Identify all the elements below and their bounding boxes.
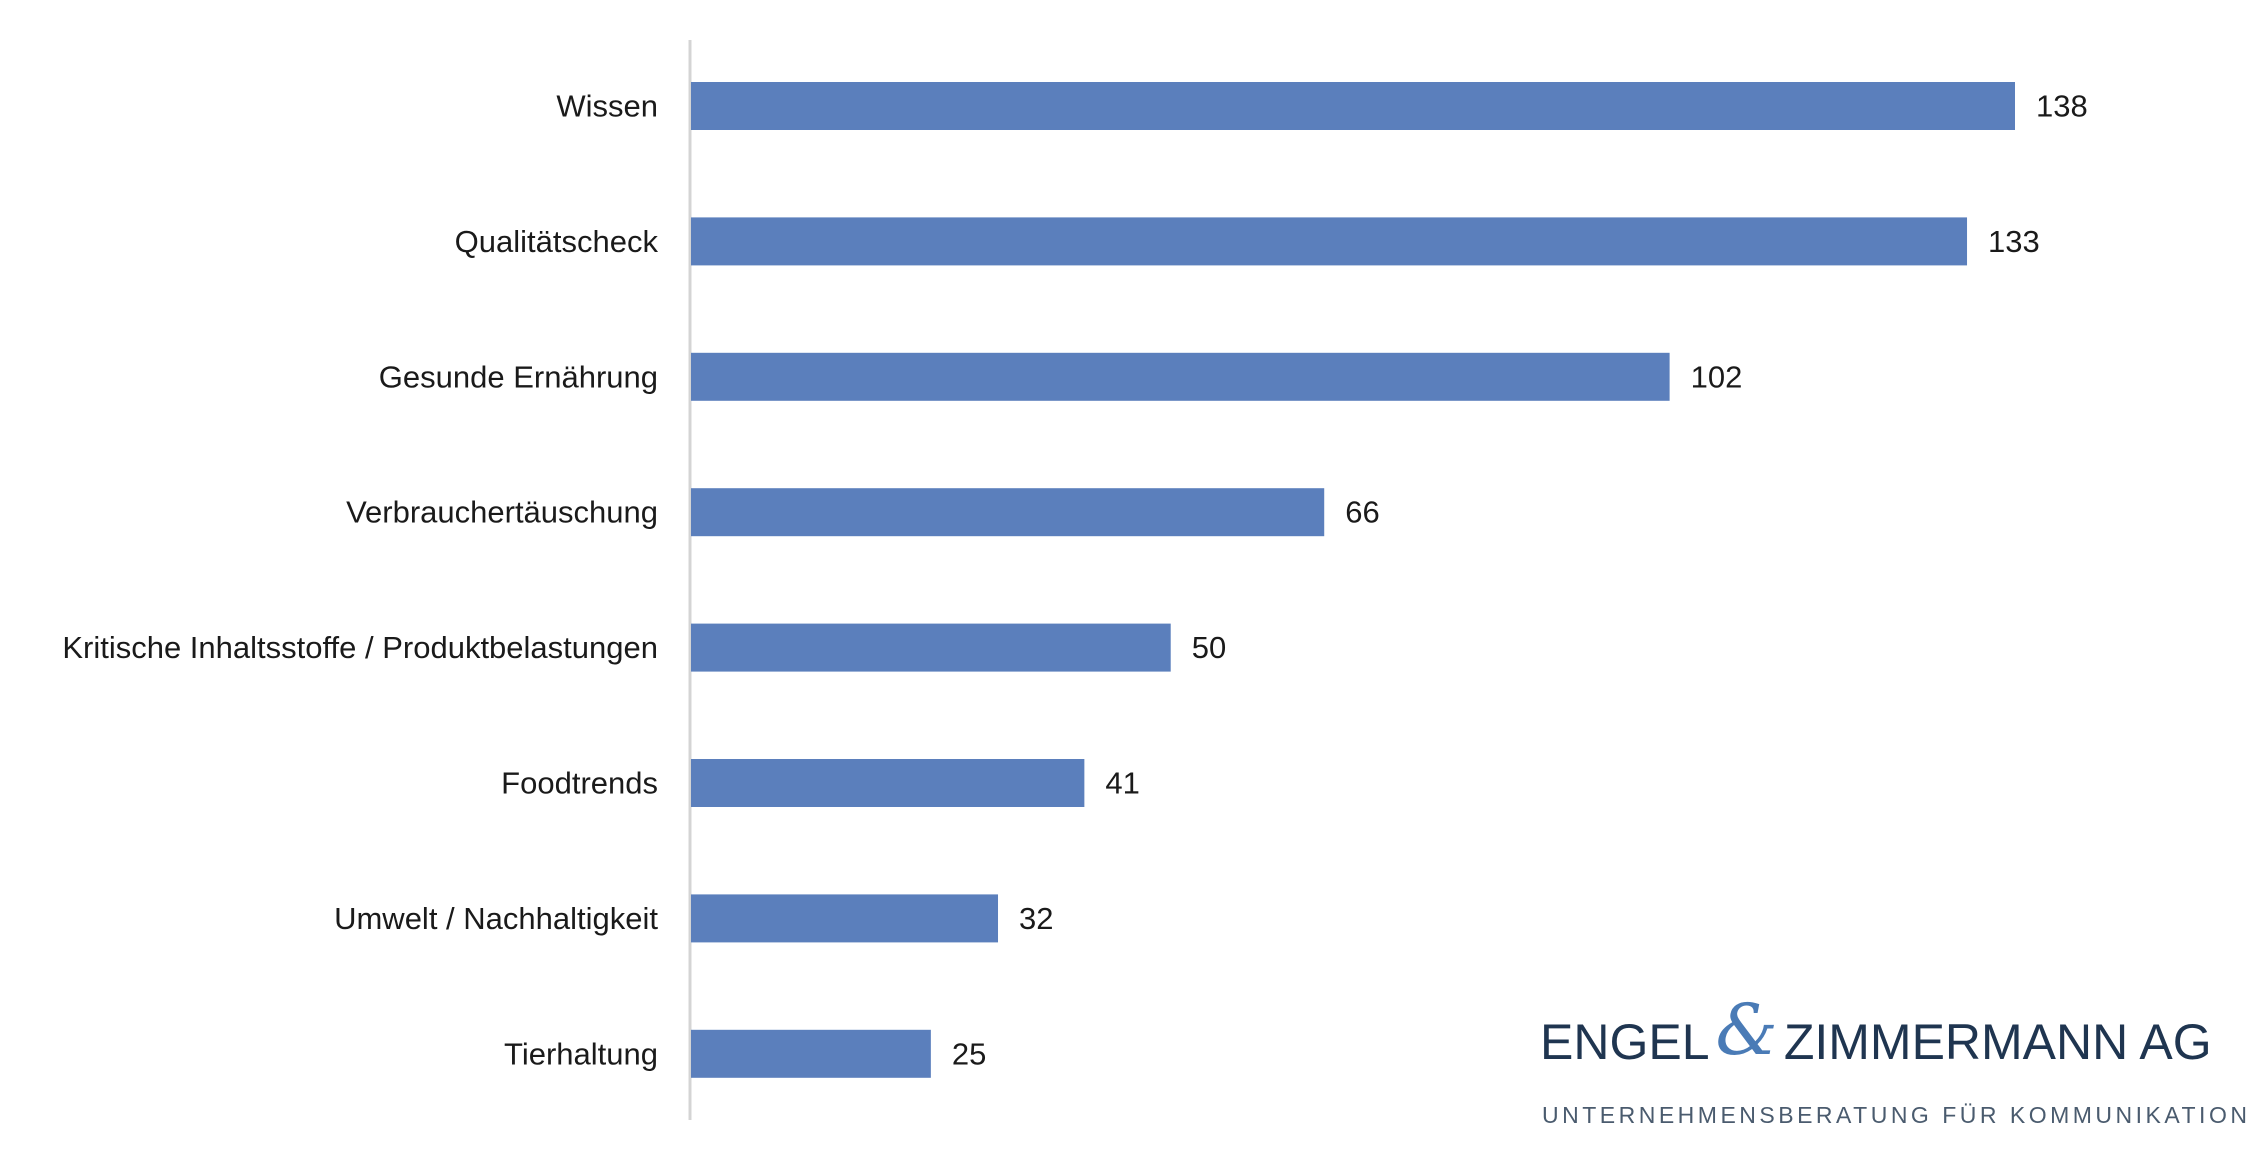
logo-brand-right: ZIMMERMANN AG [1783,1014,2212,1070]
category-label: Umwelt / Nachhaltigkeit [334,901,658,936]
company-logo: ENGEL& ZIMMERMANN AG UNTERNEHMENSBERATUNG… [1540,995,2251,1142]
bar [691,894,999,943]
bar [691,1029,931,1078]
category-label: Gesunde Ernährung [379,359,658,394]
value-label: 50 [1192,630,1226,665]
category-label: Foodtrends [501,766,658,801]
bar [691,623,1171,672]
category-label: Qualitätscheck [455,224,659,259]
category-label: Tierhaltung [504,1036,658,1071]
value-labels-group: 138 133 102 66 50 41 32 25 [952,89,2088,1072]
bar [691,488,1325,537]
value-label: 32 [1019,901,1053,936]
bar [691,759,1085,807]
value-label: 66 [1345,495,1379,530]
bar [691,82,2015,130]
value-label: 138 [2036,89,2088,124]
value-label: 41 [1105,766,1139,801]
category-label: Kritische Inhaltsstoffe / Produktbelastu… [62,630,658,665]
value-label: 25 [952,1036,986,1071]
logo-ampersand: & [1715,989,1778,1071]
category-labels-group: Wissen Qualitätscheck Gesunde Ernährung Ver… [62,89,658,1072]
bars-group [691,82,2015,1078]
category-label: Verbrauchertäuschung [346,495,658,530]
logo-brand-left: ENGEL [1540,1014,1710,1070]
logo-wordmark: ENGEL& ZIMMERMANN AG [1540,995,2212,1072]
value-label: 102 [1691,359,1743,394]
category-label: Wissen [556,89,658,124]
value-label: 133 [1988,224,2040,259]
bar [691,352,1670,401]
logo-tagline: UNTERNEHMENSBERATUNG FÜR KOMMUNIKATION [1542,1102,2251,1128]
bar [691,217,1968,266]
